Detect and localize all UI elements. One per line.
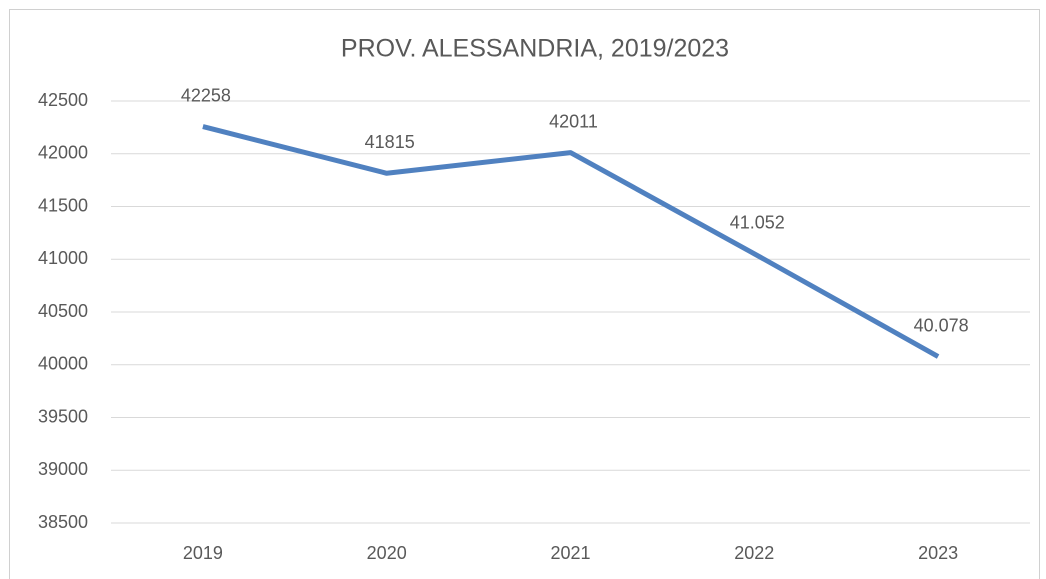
x-tick-label: 2019: [183, 543, 223, 563]
y-tick-label: 42000: [38, 143, 88, 163]
data-label: 42011: [549, 111, 598, 131]
y-tick-label: 38500: [38, 512, 88, 532]
y-tick-label: 41000: [38, 248, 88, 268]
data-label: 42258: [181, 85, 231, 105]
y-tick-label: 42500: [38, 90, 88, 110]
chart-border: [9, 9, 1040, 579]
data-label: 40.078: [914, 315, 969, 335]
x-tick-label: 2022: [734, 543, 774, 563]
y-tick-label: 39500: [38, 406, 88, 426]
y-tick-label: 39000: [38, 459, 88, 479]
data-label: 41.052: [730, 213, 785, 233]
data-label: 41815: [365, 132, 415, 152]
data-line: [202, 124, 940, 359]
y-tick-label: 40000: [38, 354, 88, 374]
y-tick-label: 40500: [38, 301, 88, 321]
x-tick-label: 2020: [367, 543, 407, 563]
chart-title: PROV. ALESSANDRIA, 2019/2023: [341, 35, 729, 63]
x-tick-label: 2023: [918, 543, 958, 563]
y-tick-label: 41500: [38, 195, 88, 215]
x-tick-label: 2021: [550, 543, 590, 563]
